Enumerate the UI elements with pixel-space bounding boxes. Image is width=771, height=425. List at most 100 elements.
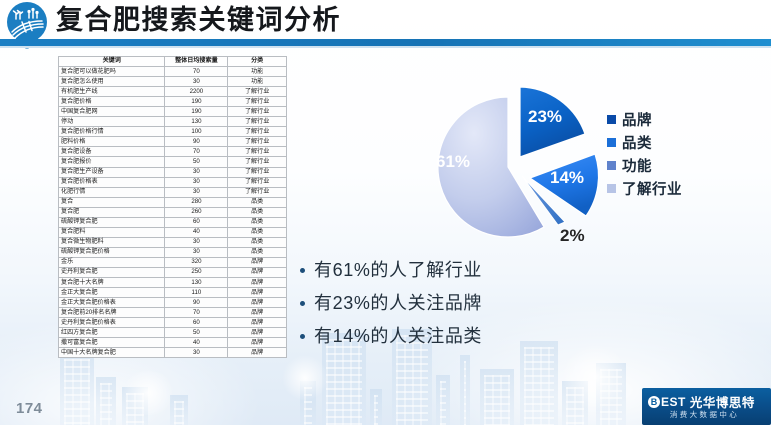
cell-volume: 130 bbox=[164, 116, 229, 128]
cell-keyword: 撒可富复合肥 bbox=[57, 337, 166, 349]
cell-volume: 100 bbox=[164, 126, 229, 138]
cell-category: 品类 bbox=[227, 196, 287, 208]
cell-volume: 30 bbox=[164, 186, 229, 198]
cell-volume: 320 bbox=[164, 256, 229, 268]
pie-label-function: 2% bbox=[560, 226, 585, 245]
table-row: 停动 130 了解行业 bbox=[57, 116, 287, 128]
keyword-table: 关键词 整体日均搜索量 分类 复合肥可以做花肥吗 70 功能 复合肥怎么使用 30 功能有… bbox=[57, 55, 287, 359]
bullet-text: 有23%的人关注品牌 bbox=[314, 293, 483, 313]
cell-volume: 90 bbox=[164, 136, 229, 148]
cell-category: 功能 bbox=[227, 76, 287, 88]
cell-keyword: 停动 bbox=[57, 116, 166, 128]
table-row: 复合肥价格 190 了解行业 bbox=[57, 96, 287, 108]
table-row: 有机肥生产线 2200 了解行业 bbox=[57, 86, 287, 98]
cell-keyword: 复合肥十大名牌 bbox=[57, 277, 166, 289]
cell-keyword: 史丹利复合肥价格表 bbox=[57, 317, 166, 329]
pie-slice-function bbox=[521, 175, 566, 226]
table-row: 复合肥可以做花肥吗 70 功能 bbox=[57, 66, 287, 78]
cell-category: 品牌 bbox=[227, 327, 287, 339]
cell-category: 了解行业 bbox=[227, 116, 287, 128]
cell-volume: 60 bbox=[164, 216, 229, 228]
cell-keyword: 金正大复合肥 bbox=[57, 287, 166, 299]
cell-volume: 70 bbox=[164, 146, 229, 158]
cell-keyword: 复合肥设备 bbox=[57, 146, 166, 158]
slide-header: 复合肥搜索关键词分析 bbox=[0, 0, 771, 51]
cell-keyword: 复合肥价格 bbox=[57, 96, 166, 108]
cell-volume: 70 bbox=[164, 307, 229, 319]
cell-keyword: 复合肥可以做花肥吗 bbox=[57, 66, 166, 78]
farm-field-map-pin-icon bbox=[5, 2, 49, 51]
table-row: 红四方复合肥 50 品牌 bbox=[57, 327, 287, 339]
cell-volume: 30 bbox=[164, 166, 229, 178]
table-row: 撒可富复合肥 40 品牌 bbox=[57, 337, 287, 349]
cell-keyword: 复合肥前20排名名牌 bbox=[57, 307, 166, 319]
cell-category: 品类 bbox=[227, 236, 287, 248]
pie-slice-brand bbox=[519, 86, 586, 158]
table-row: 中国复合肥网 190 了解行业 bbox=[57, 106, 287, 118]
insight-bullet-list: 有61%的人了解行业 有23%的人关注品牌 有14%的人关注品类 bbox=[300, 258, 600, 357]
pie-slice-industry bbox=[437, 96, 545, 238]
bullet-item: 有23%的人关注品牌 bbox=[300, 291, 600, 316]
cell-volume: 50 bbox=[164, 156, 229, 168]
brand-subtitle: 消费大数据中心 bbox=[669, 410, 740, 419]
table-row: 金乐 320 品牌 bbox=[57, 256, 287, 268]
table-row: 复合肥前20排名名牌 70 品牌 bbox=[57, 307, 287, 319]
cell-keyword: 化肥行情 bbox=[57, 186, 166, 198]
cell-keyword: 复合肥怎么使用 bbox=[57, 76, 166, 88]
cell-keyword: 复合肥报价 bbox=[57, 156, 166, 168]
cell-keyword: 肥料价格 bbox=[57, 136, 166, 148]
cell-category: 品类 bbox=[227, 216, 287, 228]
legend-label: 功能 bbox=[622, 159, 652, 175]
cell-category: 了解行业 bbox=[227, 156, 287, 168]
legend-swatch-icon bbox=[607, 115, 616, 124]
cell-volume: 30 bbox=[164, 246, 229, 258]
cell-keyword: 复合肥价格行情 bbox=[57, 126, 166, 138]
table-row: 复合肥 260 品类 bbox=[57, 206, 287, 218]
cell-volume: 90 bbox=[164, 297, 229, 309]
cell-volume: 30 bbox=[164, 176, 229, 188]
page-number: 174 bbox=[16, 400, 43, 417]
keyword-table-container: 关键词 整体日均搜索量 分类 复合肥可以做花肥吗 70 功能 复合肥怎么使用 30 功能有… bbox=[57, 55, 287, 359]
table-row: 肥料价格 90 了解行业 bbox=[57, 136, 287, 148]
bullet-text: 有14%的人关注品类 bbox=[314, 326, 483, 346]
bullet-item: 有61%的人了解行业 bbox=[300, 258, 600, 283]
cell-volume: 110 bbox=[164, 287, 229, 299]
table-row: 复合肥十大名牌 130 品牌 bbox=[57, 277, 287, 289]
pie-slice-category bbox=[528, 153, 600, 217]
cell-volume: 190 bbox=[164, 96, 229, 108]
cell-category: 品牌 bbox=[227, 317, 287, 329]
legend-swatch-icon bbox=[607, 161, 616, 170]
cell-category: 功能 bbox=[227, 66, 287, 78]
bullet-text: 有61%的人了解行业 bbox=[314, 260, 483, 280]
cell-volume: 30 bbox=[164, 236, 229, 248]
page-title: 复合肥搜索关键词分析 bbox=[56, 5, 341, 35]
cell-keyword: 复合肥价格表 bbox=[57, 176, 166, 188]
table-row: 复合肥价格表 30 了解行业 bbox=[57, 176, 287, 188]
cell-category: 品牌 bbox=[227, 337, 287, 349]
table-row: 金正大复合肥 110 品牌 bbox=[57, 287, 287, 299]
cell-category: 了解行业 bbox=[227, 106, 287, 118]
cell-category: 品类 bbox=[227, 246, 287, 258]
cell-volume: 130 bbox=[164, 277, 229, 289]
cell-keyword: 复合肥 bbox=[57, 206, 166, 218]
table-row: 复合肥设备 70 了解行业 bbox=[57, 146, 287, 158]
table-row: 史丹利复合肥价格表 60 品牌 bbox=[57, 317, 287, 329]
table-row: 复合肥怎么使用 30 功能 bbox=[57, 76, 287, 88]
cell-category: 了解行业 bbox=[227, 136, 287, 148]
table-row: 硫酸钾复合肥价格 30 品类 bbox=[57, 246, 287, 258]
cell-keyword: 金正大复合肥价格表 bbox=[57, 297, 166, 309]
cell-category: 品类 bbox=[227, 226, 287, 238]
cell-volume: 40 bbox=[164, 337, 229, 349]
table-row: 化肥行情 30 了解行业 bbox=[57, 186, 287, 198]
legend-item: 品牌 bbox=[607, 108, 682, 131]
cell-category: 品牌 bbox=[227, 287, 287, 299]
cell-keyword: 有机肥生产线 bbox=[57, 86, 166, 98]
cell-category: 品牌 bbox=[227, 266, 287, 279]
legend-label: 了解行业 bbox=[622, 182, 682, 198]
legend-label: 品牌 bbox=[622, 113, 652, 129]
cell-volume: 30 bbox=[164, 76, 229, 88]
legend-label: 品类 bbox=[622, 136, 652, 152]
cell-keyword: 史丹利复合肥 bbox=[57, 266, 166, 279]
legend-item: 品类 bbox=[607, 131, 682, 154]
bullet-dot-icon bbox=[300, 334, 305, 339]
